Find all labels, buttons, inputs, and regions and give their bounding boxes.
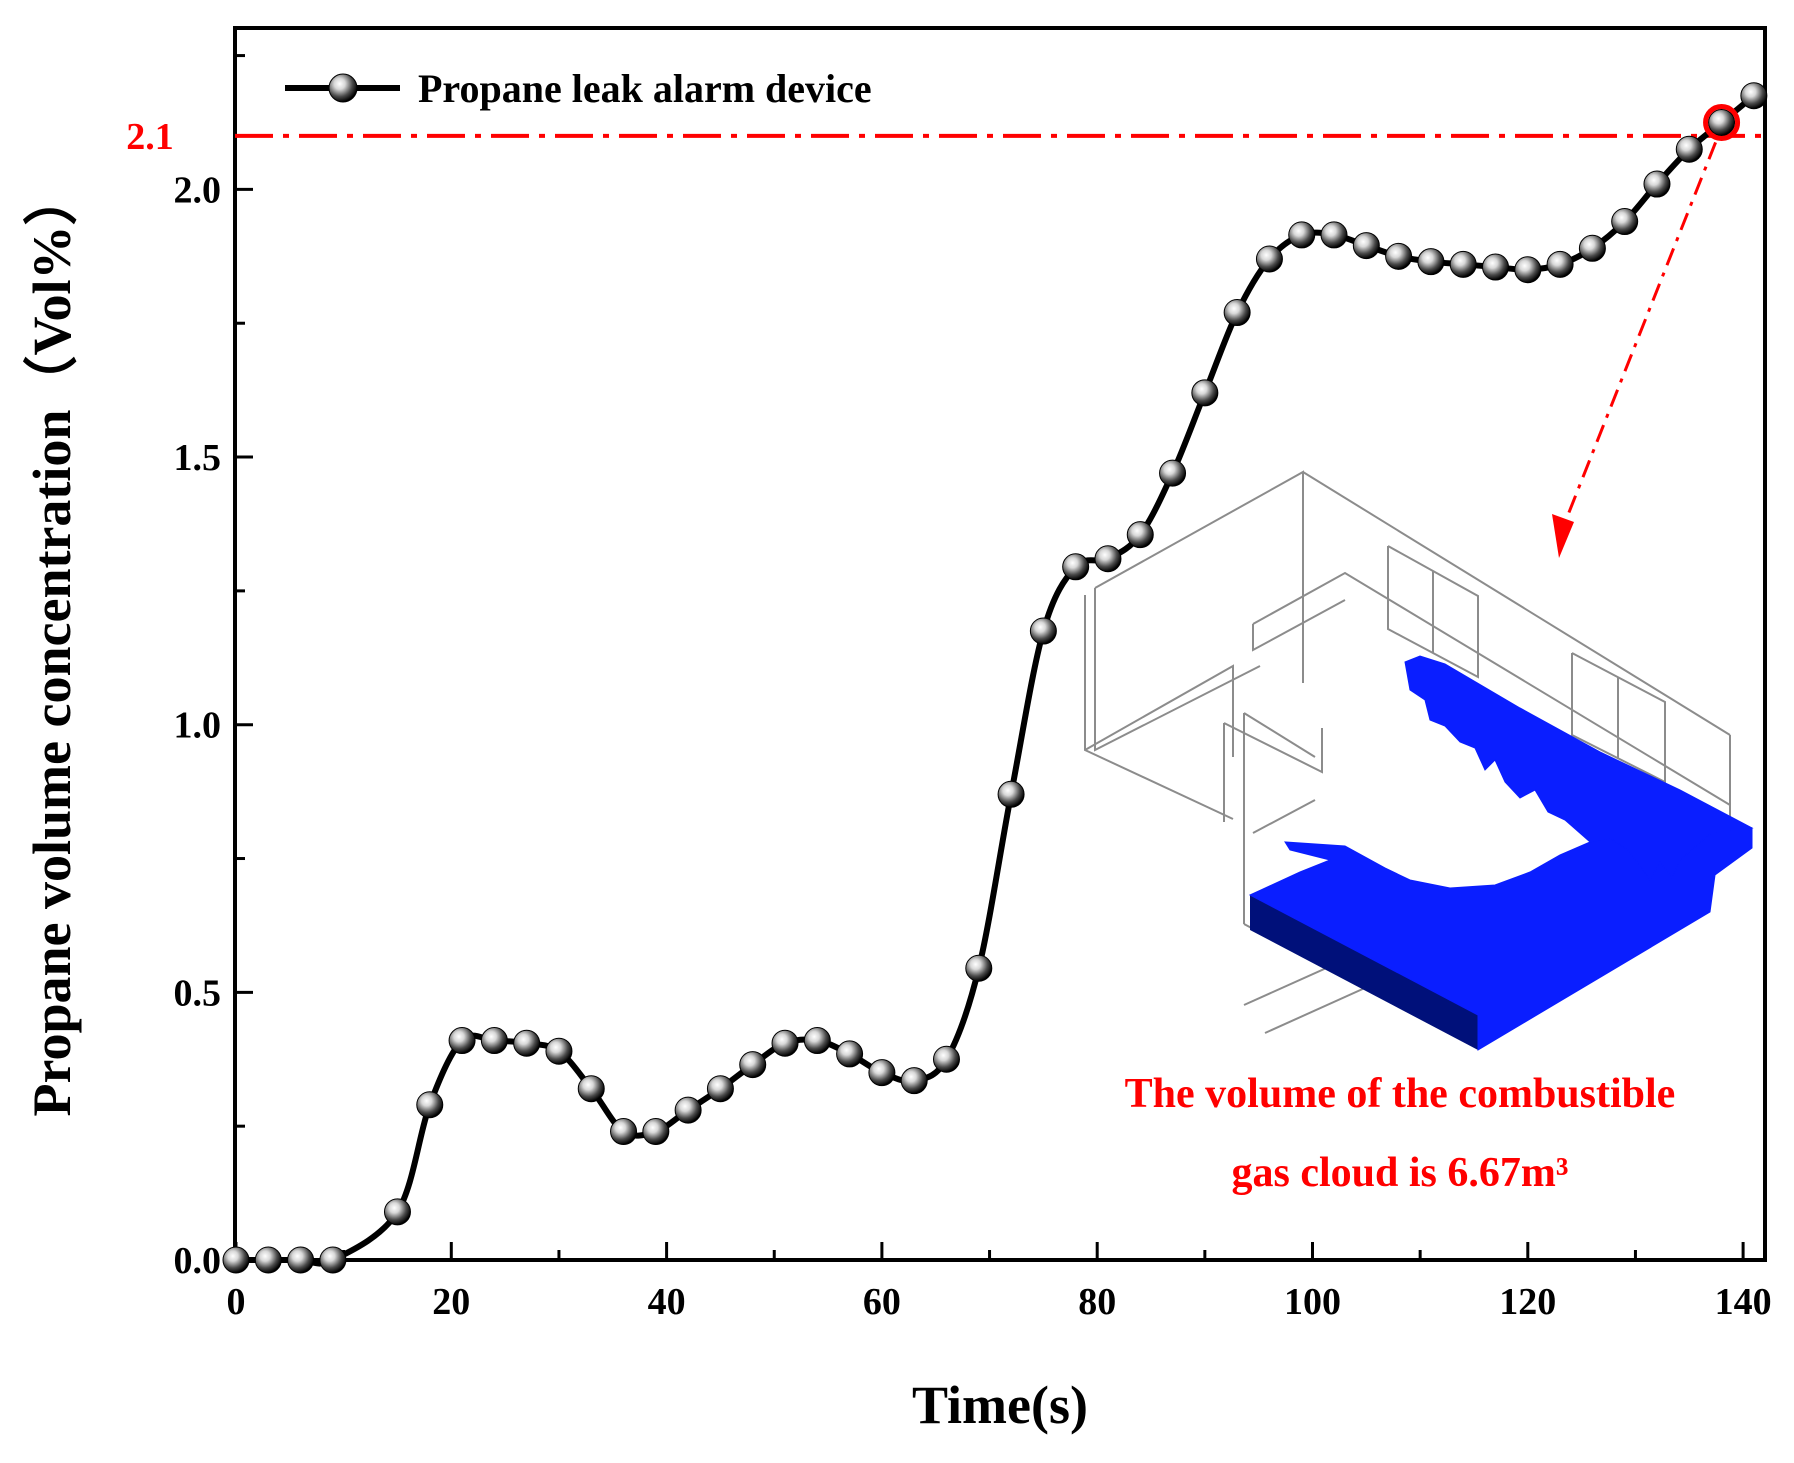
- x-tick-label: 40: [648, 1281, 686, 1323]
- data-point: [448, 1027, 476, 1055]
- x-tick-label: 20: [432, 1281, 470, 1323]
- data-point: [642, 1118, 670, 1146]
- data-point: [1191, 379, 1219, 407]
- data-point: [545, 1037, 573, 1065]
- data-point: [1578, 234, 1606, 262]
- data-point: [1675, 135, 1703, 163]
- y-tick-label: 0.5: [174, 972, 222, 1014]
- data-point: [1514, 256, 1542, 284]
- x-axis-ticks: 0 20 40 60 80 100 120 140: [227, 1242, 1772, 1323]
- x-axis-title: Time(s): [912, 1375, 1088, 1435]
- y-axis-title: Propane volume concentration（Vol%）: [22, 172, 82, 1117]
- x-tick-label: 120: [1499, 1281, 1556, 1323]
- data-point: [610, 1118, 638, 1146]
- annotation-arrowhead: [1552, 514, 1574, 558]
- annotation-line-1: The volume of the combustible: [1125, 1071, 1676, 1117]
- data-point: [1708, 108, 1736, 136]
- data-point: [1482, 253, 1510, 281]
- data-point: [1126, 521, 1154, 549]
- data-point: [1159, 459, 1187, 487]
- data-point: [965, 954, 993, 982]
- data-point: [1029, 617, 1057, 645]
- y-axis-ticks: 0.0 0.5 1.0 1.5 2.0: [174, 54, 253, 1282]
- reference-line-label: 2.1: [126, 116, 174, 158]
- plot-frame: [233, 26, 1767, 1262]
- data-point: [319, 1246, 347, 1274]
- y-tick-label: 2.0: [174, 169, 222, 211]
- data-point: [997, 780, 1025, 808]
- annotation-line-2: gas cloud is 6.67m³: [1232, 1150, 1569, 1196]
- legend-label: Propane leak alarm device: [418, 66, 872, 111]
- data-point: [1643, 170, 1671, 198]
- data-point: [1352, 232, 1380, 260]
- legend-marker: [328, 73, 358, 103]
- data-point: [577, 1075, 605, 1103]
- data-point: [836, 1040, 864, 1068]
- data-point: [1611, 208, 1639, 236]
- data-point: [803, 1027, 831, 1055]
- data-point: [1223, 299, 1251, 327]
- data-point: [932, 1045, 960, 1073]
- highlight-circle: [1703, 103, 1741, 141]
- y-tick-label: 0.0: [174, 1240, 222, 1282]
- data-point: [868, 1059, 896, 1087]
- data-point: [1417, 248, 1445, 276]
- data-point: [1320, 221, 1348, 249]
- data-point: [1449, 250, 1477, 278]
- data-point: [1740, 82, 1768, 110]
- gas-cloud-floor-side: [1250, 895, 1478, 1050]
- data-point: [1094, 545, 1122, 573]
- x-tick-label: 100: [1284, 1281, 1341, 1323]
- gas-cloud-plume: [1404, 655, 1754, 881]
- data-point: [771, 1029, 799, 1057]
- data-point: [254, 1246, 282, 1274]
- data-point: [1062, 553, 1090, 581]
- data-point: [1385, 242, 1413, 270]
- data-point: [900, 1067, 928, 1095]
- x-tick-label: 140: [1715, 1281, 1772, 1323]
- y-tick-label: 1.0: [174, 705, 222, 747]
- gas-cloud-inset: [1084, 470, 1754, 1051]
- data-point: [706, 1075, 734, 1103]
- data-point: [513, 1029, 541, 1057]
- data-point: [383, 1198, 411, 1226]
- data-point: [1546, 250, 1574, 278]
- data-point: [1255, 245, 1283, 273]
- data-point: [287, 1246, 315, 1274]
- data-point: [416, 1091, 444, 1119]
- series-markers: [222, 82, 1768, 1274]
- data-point: [480, 1027, 508, 1055]
- data-point: [1288, 221, 1316, 249]
- x-tick-label: 60: [863, 1281, 901, 1323]
- data-point: [674, 1096, 702, 1124]
- annotation-arrow: [1560, 141, 1717, 531]
- data-point: [222, 1246, 250, 1274]
- x-tick-label: 0: [227, 1281, 246, 1323]
- data-point: [739, 1051, 767, 1079]
- x-tick-label: 80: [1078, 1281, 1116, 1323]
- legend: Propane leak alarm device: [285, 66, 872, 111]
- y-tick-label: 1.5: [174, 437, 222, 479]
